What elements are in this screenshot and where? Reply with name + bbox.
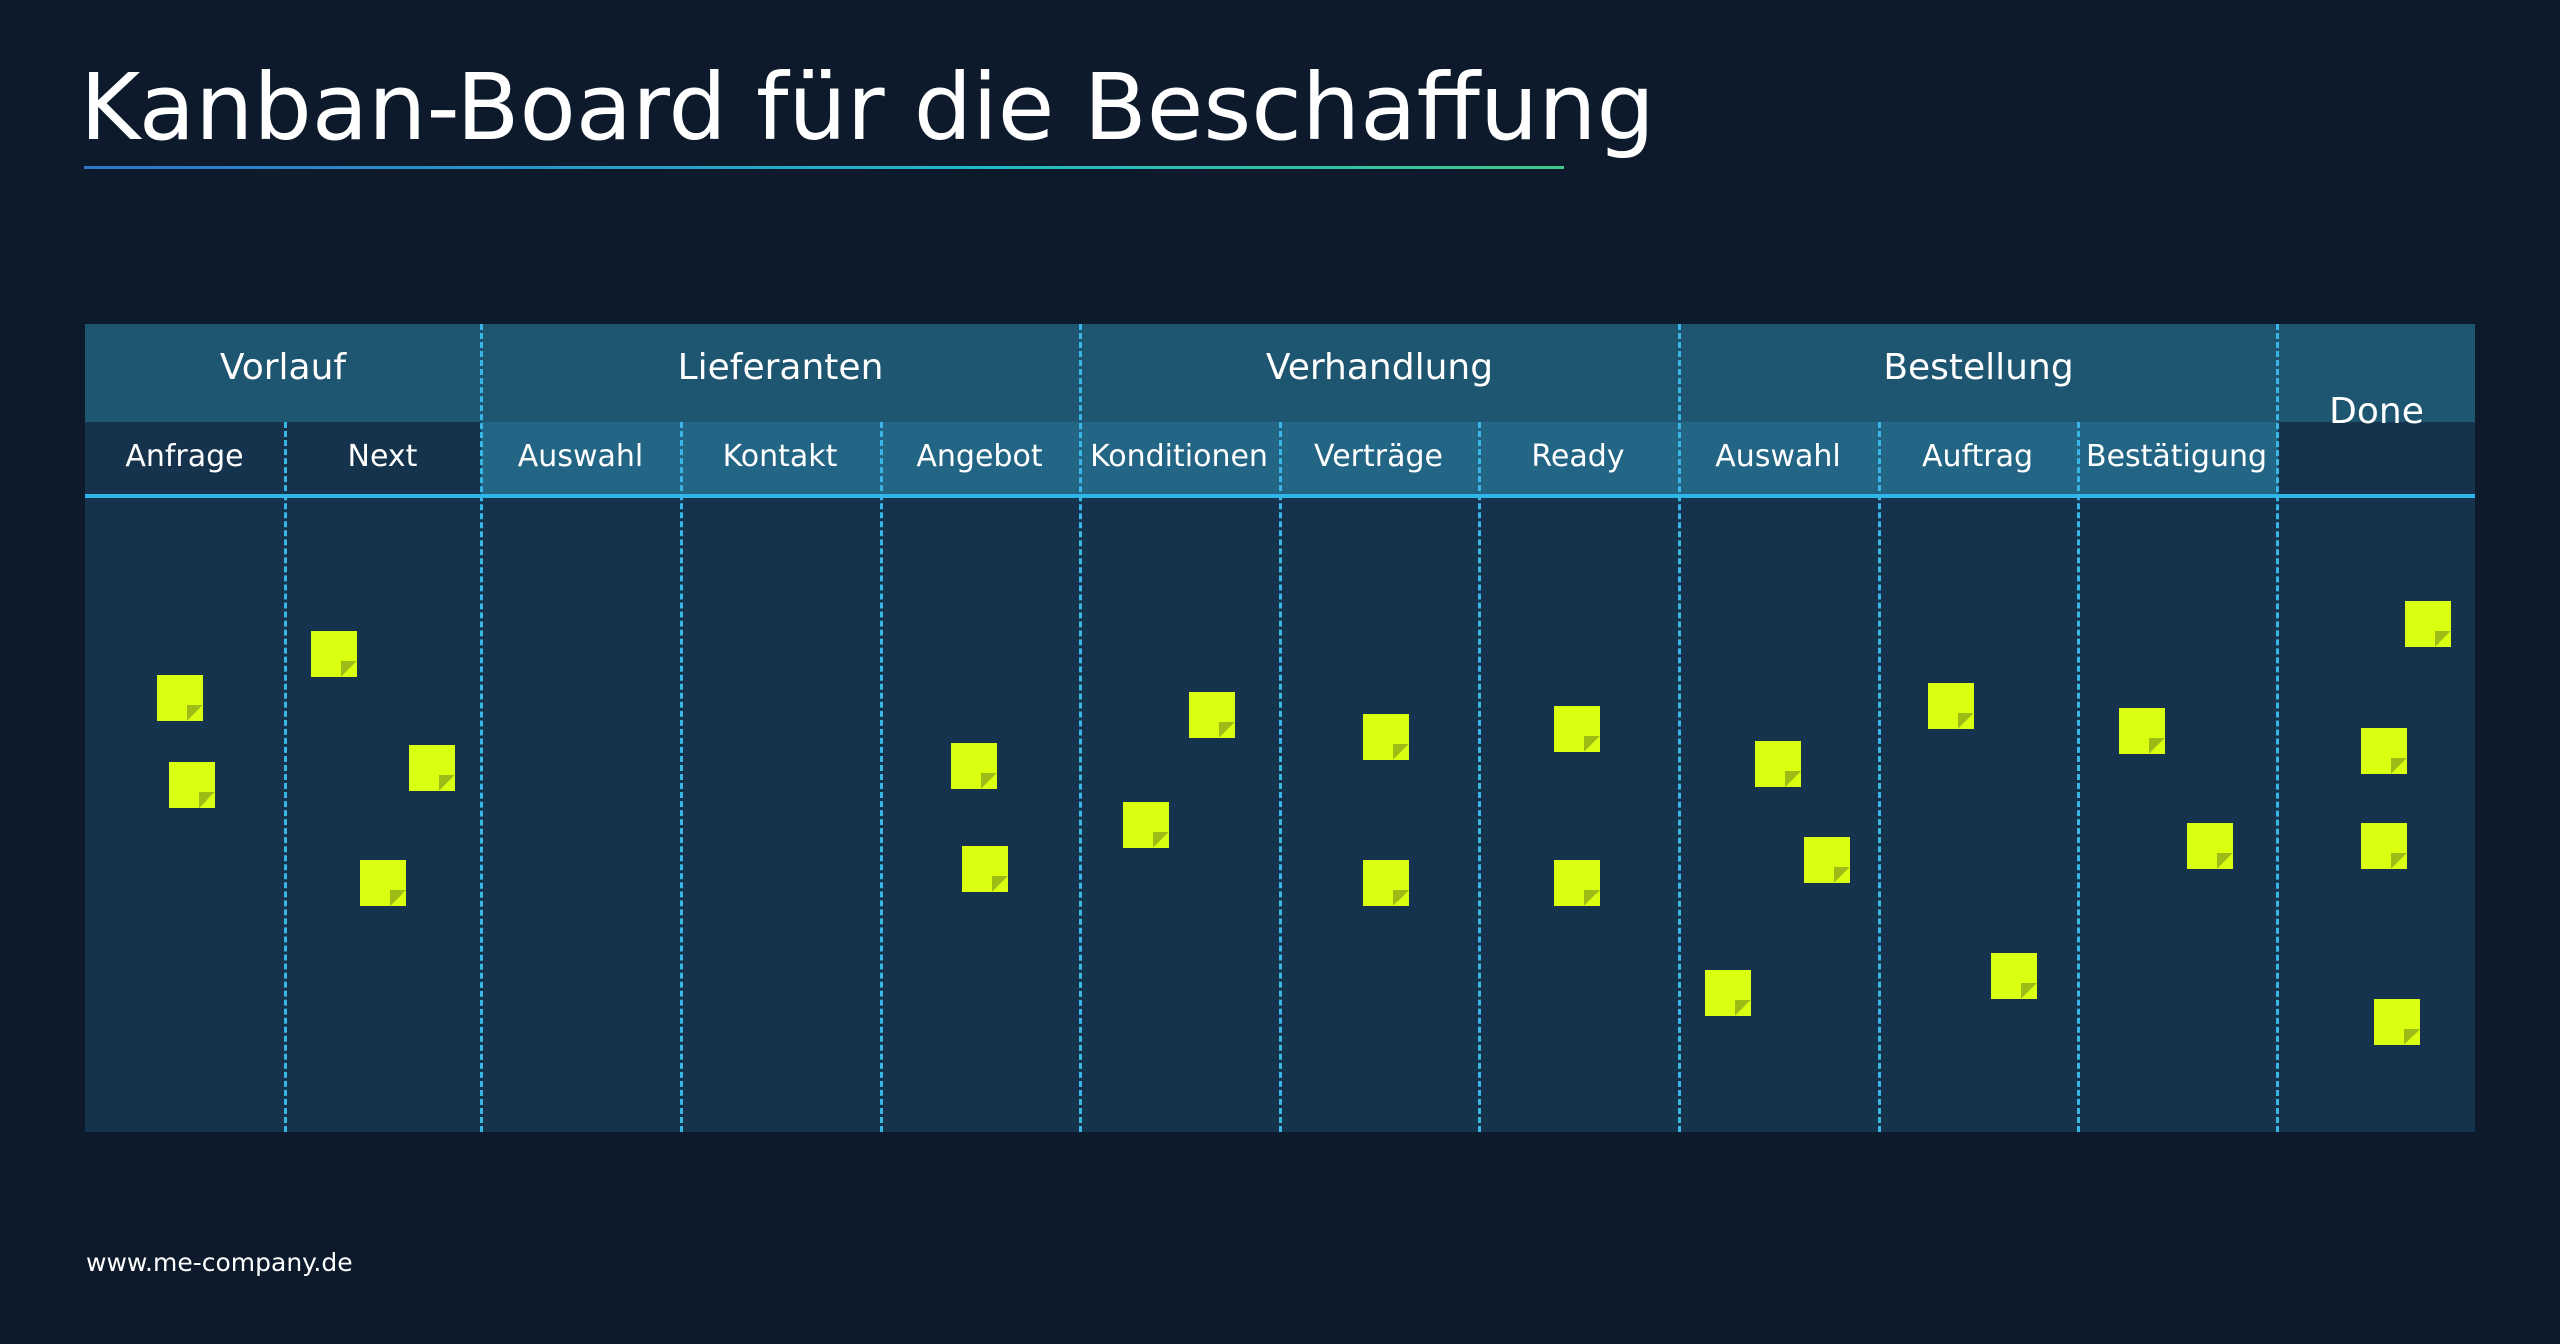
divider-konditionen-vertraege [1279, 422, 1282, 1132]
group-vorlauf: Vorlauf [219, 347, 347, 388]
divider-lief-auswahl-kontakt [680, 422, 683, 1132]
column-bestaetigung: Bestätigung [2085, 439, 2268, 474]
divider-anfrage-next [284, 422, 287, 1132]
divider-verhandlung-bestellung [1678, 324, 1681, 1132]
footer-url: www.me-company.de [86, 1248, 353, 1277]
column-lieferanten-auswahl: Auswahl [517, 439, 644, 474]
column-auftrag: Auftrag [1921, 439, 2034, 474]
divider-vertraege-ready [1478, 422, 1481, 1132]
title-underline [84, 166, 1564, 169]
column-anfrage: Anfrage [125, 439, 244, 474]
sticky-note[interactable] [1554, 706, 1600, 752]
sticky-note[interactable] [951, 743, 997, 789]
sticky-note[interactable] [409, 745, 455, 791]
column-ready: Ready [1531, 439, 1625, 474]
sticky-note[interactable] [1755, 741, 1801, 787]
sticky-note[interactable] [1928, 683, 1974, 729]
kanban-board: Vorlauf Lieferanten Verhandlung Bestellu… [85, 324, 2475, 1132]
sticky-note[interactable] [1123, 802, 1169, 848]
sticky-note[interactable] [962, 846, 1008, 892]
sticky-note[interactable] [2361, 728, 2407, 774]
sticky-note[interactable] [360, 860, 406, 906]
sticky-note[interactable] [311, 631, 357, 677]
group-lieferanten: Lieferanten [677, 347, 884, 388]
board-header [85, 324, 2475, 422]
sticky-note[interactable] [1363, 860, 1409, 906]
sticky-note[interactable] [2187, 823, 2233, 869]
divider-lieferanten-verhandlung [1079, 324, 1082, 1132]
column-bestellung-auswahl: Auswahl [1715, 439, 1841, 474]
column-next: Next [347, 439, 418, 474]
sticky-note[interactable] [1991, 953, 2037, 999]
sticky-note[interactable] [1554, 860, 1600, 906]
sticky-note[interactable] [2119, 708, 2165, 754]
divider-auftrag-bestaetigung [2077, 422, 2080, 1132]
group-bestellung: Bestellung [1883, 347, 2074, 388]
subheader-band [481, 422, 2278, 498]
column-done: Done [2329, 391, 2424, 432]
sticky-note[interactable] [2361, 823, 2407, 869]
column-kontakt: Kontakt [722, 439, 838, 474]
sticky-note[interactable] [1804, 837, 1850, 883]
sticky-note[interactable] [1705, 970, 1751, 1016]
divider-vorlauf-lieferanten [480, 324, 483, 1132]
column-vertraege: Verträge [1314, 439, 1443, 474]
column-angebot: Angebot [916, 439, 1043, 474]
divider-bestellung-done [2276, 324, 2279, 1132]
page-title: Kanban-Board für die Beschaffung [80, 54, 1655, 161]
sticky-note[interactable] [157, 675, 203, 721]
group-verhandlung: Verhandlung [1265, 347, 1494, 388]
sticky-note[interactable] [1189, 692, 1235, 738]
divider-kontakt-angebot [880, 422, 883, 1132]
divider-best-auswahl-auftrag [1878, 422, 1881, 1132]
sticky-note[interactable] [2405, 601, 2451, 647]
sticky-note[interactable] [2374, 999, 2420, 1045]
column-konditionen: Konditionen [1090, 439, 1268, 474]
sticky-note[interactable] [1363, 714, 1409, 760]
sticky-note[interactable] [169, 762, 215, 808]
